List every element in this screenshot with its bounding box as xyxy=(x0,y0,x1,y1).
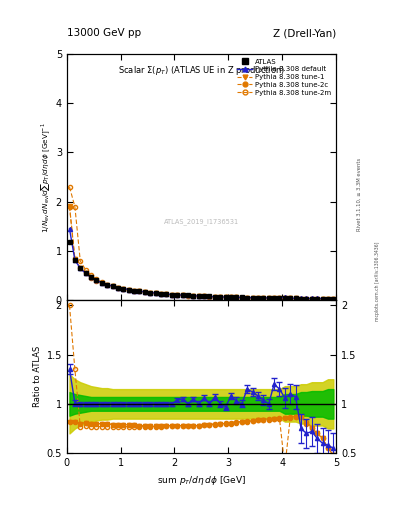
Legend: ATLAS, Pythia 8.308 default, Pythia 8.308 tune-1, Pythia 8.308 tune-2c, Pythia 8: ATLAS, Pythia 8.308 default, Pythia 8.30… xyxy=(235,57,332,97)
Text: Z (Drell-Yan): Z (Drell-Yan) xyxy=(273,28,336,38)
Y-axis label: $1/N_\mathrm{ev}\,dN_\mathrm{ev}/d\!\sum p_T/d\eta\,d\phi\;[\mathrm{GeV}]^{-1}$: $1/N_\mathrm{ev}\,dN_\mathrm{ev}/d\!\sum… xyxy=(39,122,51,232)
Text: ATLAS_2019_I1736531: ATLAS_2019_I1736531 xyxy=(164,218,239,225)
Text: mcplots.cern.ch [arXiv:1306.3436]: mcplots.cern.ch [arXiv:1306.3436] xyxy=(375,242,380,322)
X-axis label: sum $p_T/d\eta\,d\phi$ [GeV]: sum $p_T/d\eta\,d\phi$ [GeV] xyxy=(157,474,246,486)
Text: 13000 GeV pp: 13000 GeV pp xyxy=(67,28,141,38)
Text: Scalar $\Sigma(p_T)$ (ATLAS UE in Z production): Scalar $\Sigma(p_T)$ (ATLAS UE in Z prod… xyxy=(118,63,285,77)
Text: Rivet 3.1.10, ≥ 3.3M events: Rivet 3.1.10, ≥ 3.3M events xyxy=(357,158,362,231)
Y-axis label: Ratio to ATLAS: Ratio to ATLAS xyxy=(33,346,42,408)
